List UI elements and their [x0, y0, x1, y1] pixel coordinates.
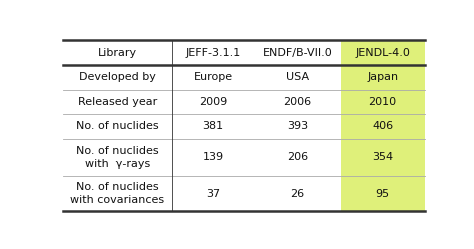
Text: 206: 206 [287, 152, 308, 162]
Bar [340, 65, 425, 89]
Text: 95: 95 [375, 188, 390, 198]
Text: USA: USA [286, 72, 309, 82]
Text: 381: 381 [203, 121, 224, 131]
Text: No. of nuclides: No. of nuclides [76, 121, 159, 131]
Text: 139: 139 [203, 152, 224, 162]
Text: Developed by: Developed by [79, 72, 156, 82]
Text: Released year: Released year [78, 97, 157, 107]
Text: JENDL-4.0: JENDL-4.0 [355, 48, 410, 58]
Text: 2010: 2010 [369, 97, 397, 107]
Text: JEFF-3.1.1: JEFF-3.1.1 [186, 48, 241, 58]
Bar [340, 89, 425, 114]
Bar [340, 40, 425, 65]
Text: 2006: 2006 [283, 97, 311, 107]
Text: 406: 406 [372, 121, 393, 131]
Text: 354: 354 [372, 152, 393, 162]
Text: 26: 26 [291, 188, 304, 198]
Text: 37: 37 [206, 188, 220, 198]
Bar [340, 139, 425, 176]
Text: ENDF/B-VII.0: ENDF/B-VII.0 [263, 48, 332, 58]
Text: Japan: Japan [367, 72, 398, 82]
Bar [340, 114, 425, 139]
Text: 2009: 2009 [199, 97, 228, 107]
Text: 393: 393 [287, 121, 308, 131]
Text: No. of nuclides
with covariances: No. of nuclides with covariances [71, 182, 164, 205]
Text: Europe: Europe [194, 72, 233, 82]
Text: No. of nuclides
with  γ-rays: No. of nuclides with γ-rays [76, 146, 159, 169]
Bar [340, 176, 425, 211]
Text: Library: Library [98, 48, 137, 58]
